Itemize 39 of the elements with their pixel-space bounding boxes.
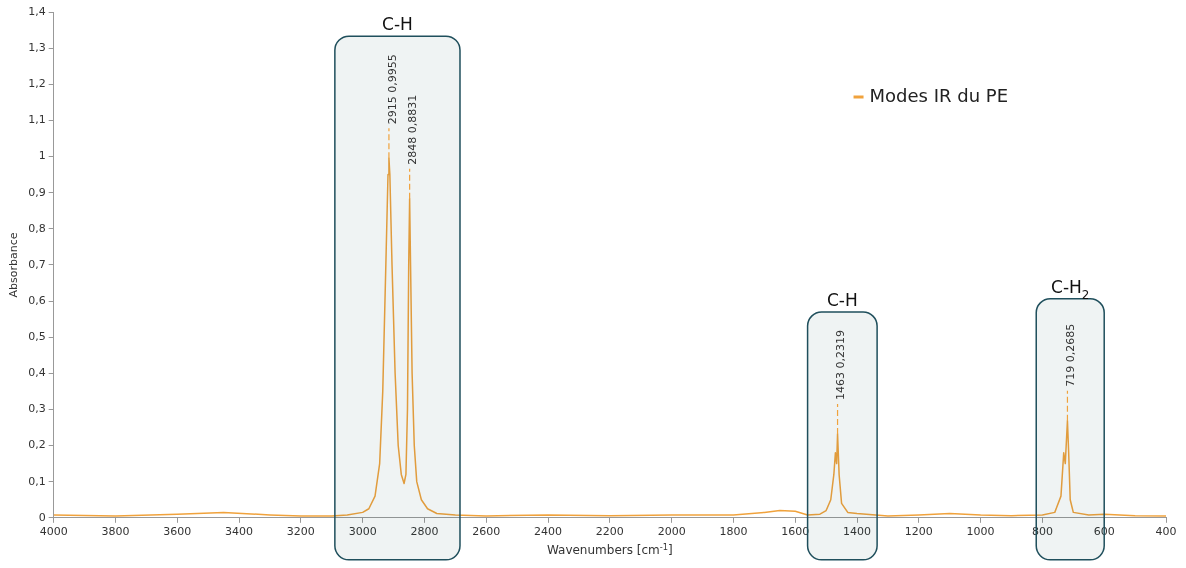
annotation: 2848 0,8831 (406, 94, 420, 165)
annotation: 719 0,2685 (1064, 323, 1078, 387)
y-tick-label: 0,4 (28, 366, 46, 380)
y-tick-label: 0,9 (28, 185, 46, 199)
y-tick-label: 0,2 (28, 438, 46, 452)
x-tick-label: 1800 (719, 525, 748, 539)
x-tick-label: 3800 (101, 525, 130, 539)
x-tick-label: 2600 (472, 525, 501, 539)
x-tick-label: 1400 (843, 525, 872, 539)
y-tick-label: 0,6 (28, 293, 46, 307)
x-tick-label: 4000 (39, 525, 68, 539)
y-tick-label: 1,3 (28, 40, 46, 54)
x-tick-label: 2400 (534, 525, 563, 539)
x-tick-label: 2200 (595, 525, 624, 539)
annotation: 1463 0,2319 (834, 330, 848, 401)
y-tick-label: 1,2 (28, 77, 46, 91)
x-tick-label: 2800 (410, 525, 439, 539)
y-tick-label: 0,1 (28, 474, 46, 488)
legend-label: Modes IR du PE (869, 84, 1009, 106)
x-tick-label: 3600 (163, 525, 192, 539)
x-tick-label: 2000 (657, 525, 686, 539)
y-tick-label: 1,4 (28, 4, 46, 18)
y-tick-label: 0,7 (28, 257, 46, 271)
x-tick-label: 1200 (904, 525, 933, 539)
x-tick-label: 3200 (286, 525, 315, 539)
y-tick-label: 0,8 (28, 221, 46, 235)
annotation: 2915 0,9955 (385, 54, 399, 125)
y-tick-label: 1 (38, 149, 46, 163)
y-tick-label: 0,3 (28, 402, 46, 416)
y-axis-title: Absorbance (7, 232, 21, 298)
x-tick-label: 400 (1155, 525, 1177, 539)
x-tick-label: 3000 (348, 525, 377, 539)
x-tick-label: 3400 (225, 525, 254, 539)
y-tick-label: 1,1 (28, 113, 46, 127)
x-tick-label: 1000 (966, 525, 995, 539)
band-label: C-H (382, 14, 413, 35)
y-tick-label: 0,5 (28, 330, 46, 344)
band-label: C-H (826, 290, 858, 311)
y-tick-label: 0 (38, 510, 46, 524)
